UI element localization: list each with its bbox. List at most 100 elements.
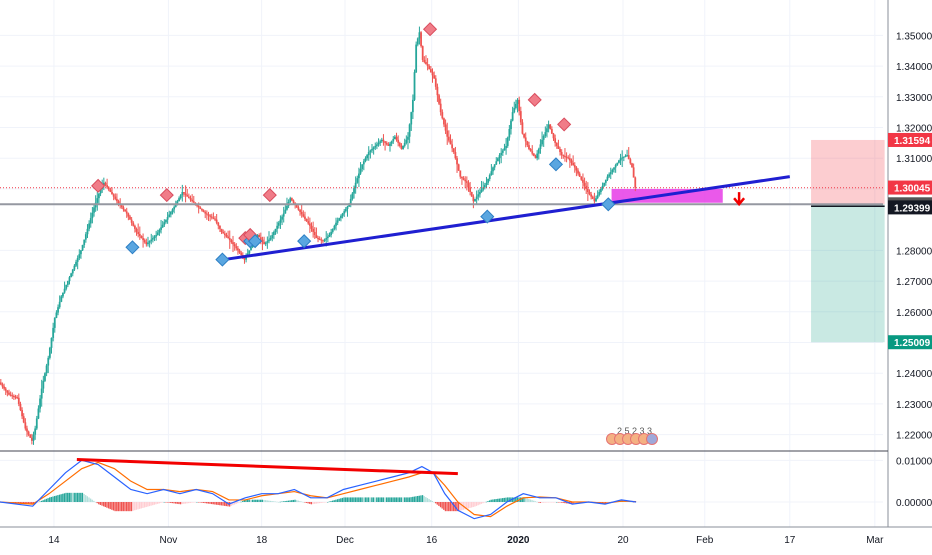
candle-body [346,206,349,209]
macd-histogram-bar [439,502,442,508]
candle-body [492,167,494,172]
candle-body [55,312,58,318]
macd-histogram-bar [147,502,149,507]
candle-body [14,396,17,398]
macd-histogram-bar [336,499,339,502]
time-axis[interactable]: 14 Nov 18 Dec 16 2020 20 Feb 17 Mar [48,535,884,546]
price-axis[interactable]: 1.35000 1.34000 1.33000 1.32000 1.31000 1.300… [0,0,932,528]
pivot-markers [91,22,616,267]
event-flag-icon[interactable] [646,433,658,445]
drawing-tools[interactable] [0,175,885,262]
candle-body [549,124,552,130]
candle-body [104,182,107,186]
macd-histogram-bar [524,497,527,502]
candle-body [431,72,434,76]
macd-histogram-bar [533,500,535,502]
candle-body [73,265,76,270]
candle-body [326,236,329,239]
candle-body [560,152,563,156]
macd-histogram-bar [418,495,420,502]
macd-histogram-bar [551,502,553,503]
candle-body [222,231,225,234]
candle-body [52,327,55,338]
macd-histogram-bar [395,497,398,502]
macd-histogram-bar [436,502,438,505]
macd-histogram-bar [479,502,481,505]
price-tick-label: 1.33000 [896,93,932,104]
candlestick-series[interactable] [0,26,637,445]
macd-histogram-bar [335,499,337,502]
candle-body [268,239,270,242]
macd-histogram-bar [516,497,519,502]
macd-histogram-bar [148,502,151,507]
candle-body [369,150,372,153]
candle-body [259,237,262,240]
candle-body [618,160,620,163]
macd-histogram-bar [65,492,67,502]
macd-divergence-line[interactable] [76,458,458,476]
candle-body [583,182,586,186]
candle-body [117,201,120,204]
macd-histogram-bar [405,497,407,502]
time-tick-label: 20 [617,535,629,546]
macd-histogram-bar [232,502,234,506]
candle-body [132,222,135,226]
candle-body [176,201,179,205]
candle-body [161,224,164,228]
macd-histogram-bar [209,502,211,504]
candle-body [266,241,269,243]
candle-body [631,163,633,168]
macd-histogram-bar [284,501,286,502]
candle-body [71,269,74,274]
macd-histogram-bar [307,502,309,504]
macd-histogram-bar [300,501,303,503]
candle-body [405,139,408,143]
macd-histogram-bar [212,502,214,505]
candle-body [50,337,53,348]
candle-body [511,112,514,121]
candle-body [21,410,23,417]
pivot-low-marker [480,209,495,224]
macd-histogram-bar [156,502,159,504]
macd-histogram-bar [294,499,296,502]
macd-pane[interactable] [0,458,637,520]
candle-body [57,307,59,313]
ascending-trendline[interactable] [223,175,791,262]
macd-histogram-bar [210,502,213,505]
macd-histogram-bar [312,502,314,505]
macd-histogram-bar [49,497,51,502]
macd-histogram-bar [366,497,368,502]
macd-histogram-bar [91,499,93,502]
candle-body [44,373,46,381]
macd-histogram-bar [160,502,162,503]
candle-body [542,135,545,140]
position-stop-zone[interactable] [811,139,885,205]
macd-histogram-bar [398,497,401,502]
candle-body [235,246,238,249]
position-target-zone[interactable] [811,204,885,343]
price-tick-label: 1.34000 [896,62,932,73]
candle-body [634,177,637,188]
macd-histogram-bar [224,502,226,506]
macd-histogram-bar [327,502,329,503]
candle-body [518,99,521,112]
candle-body [434,78,437,87]
time-tick-label: Feb [696,535,714,546]
event-icons[interactable]: 2 5 2 3 3 [606,426,658,445]
candle-body [89,218,92,224]
macd-histogram-bar [428,499,430,502]
macd-histogram-bar [552,502,555,503]
macd-histogram-bar [235,502,237,504]
macd-histogram-bar [215,502,218,505]
pivot-high-marker [422,22,438,37]
candle-body [577,170,579,174]
macd-histogram-bar [104,502,106,508]
down-arrow-icon[interactable] [733,192,746,207]
candle-body [243,257,246,260]
candle-body [443,118,445,125]
candle-body [112,194,115,197]
macd-histogram-bar [26,502,28,504]
candle-body [75,261,77,266]
